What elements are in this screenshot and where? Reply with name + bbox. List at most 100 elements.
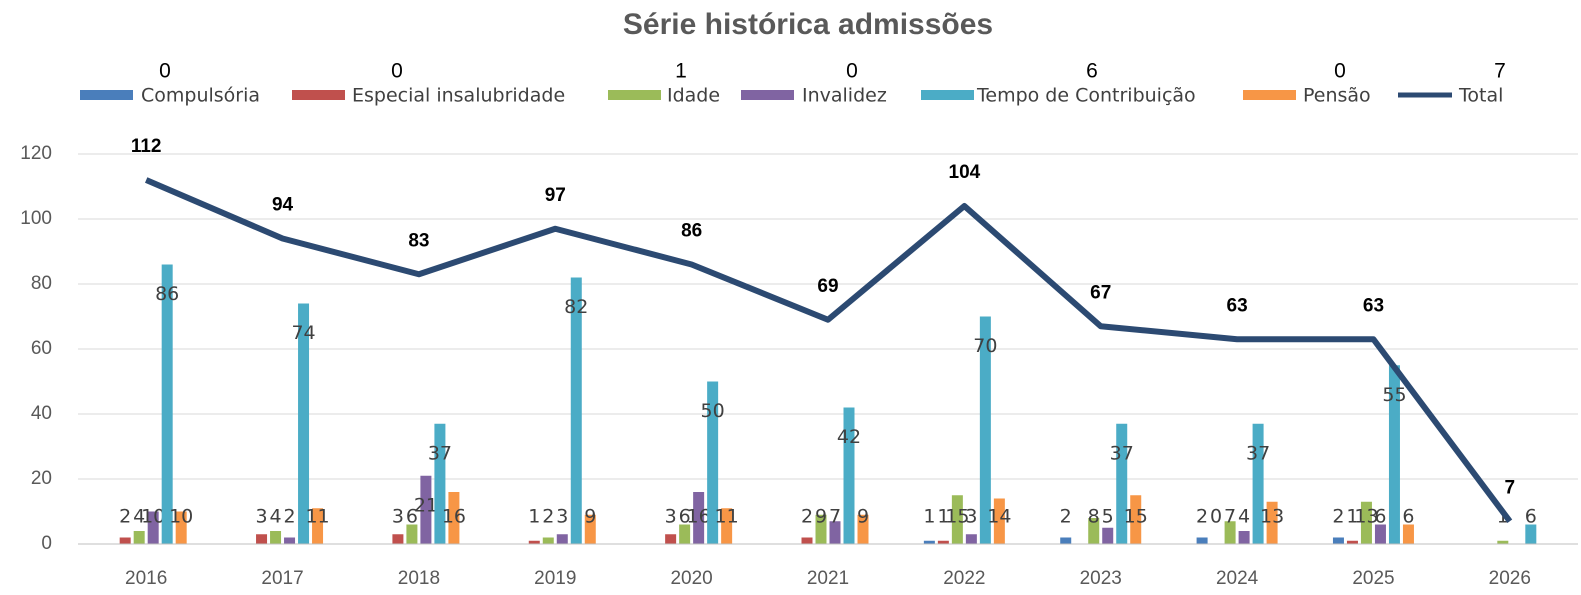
x-tick-label: 2022	[943, 568, 985, 589]
data-label: 8	[1088, 506, 1100, 528]
data-label: 1	[923, 506, 935, 528]
bar	[1360, 501, 1372, 544]
bar	[815, 514, 827, 544]
data-label: 6	[679, 506, 691, 528]
data-label: 6	[1374, 506, 1386, 528]
bar	[679, 524, 691, 544]
bar	[979, 316, 991, 544]
data-label: 82	[564, 296, 588, 318]
data-label: 3	[392, 506, 404, 528]
bar	[1088, 518, 1100, 544]
bar	[1102, 527, 1114, 544]
bar	[1238, 531, 1250, 544]
bar	[312, 508, 324, 544]
bar	[1224, 521, 1236, 544]
bar	[923, 540, 935, 544]
bar	[1130, 495, 1142, 544]
x-tick-label: 2023	[1080, 568, 1122, 589]
x-tick-label: 2025	[1352, 568, 1394, 589]
data-label: 37	[428, 442, 452, 464]
bar	[801, 537, 813, 544]
total-label: 86	[681, 221, 702, 242]
bar	[937, 540, 949, 544]
y-tick-label: 40	[31, 403, 52, 424]
data-label: 16	[687, 506, 711, 528]
legend-swatch	[80, 90, 133, 100]
data-label: 37	[1110, 442, 1134, 464]
bar	[528, 540, 540, 544]
legend-value: 0	[159, 60, 171, 83]
y-tick-label: 60	[31, 338, 52, 359]
legend-label: Compulsória	[141, 85, 260, 107]
data-label: 74	[291, 322, 315, 344]
data-label: 50	[701, 400, 725, 422]
bar	[392, 534, 404, 544]
data-label: 13	[1354, 506, 1378, 528]
x-tick-label: 2018	[398, 568, 440, 589]
y-tick-label: 100	[20, 208, 52, 229]
bar	[1196, 537, 1208, 544]
bar	[993, 498, 1005, 544]
x-tick-label: 2017	[261, 568, 303, 589]
data-label: 1	[937, 506, 949, 528]
bar	[542, 537, 554, 544]
data-label: 4	[133, 506, 145, 528]
total-label: 67	[1090, 282, 1111, 303]
x-tick-label: 2021	[807, 568, 849, 589]
legend-label: Tempo de Contribuição	[976, 85, 1196, 107]
data-label: 55	[1382, 384, 1406, 406]
data-label: 4	[269, 506, 281, 528]
bar	[406, 524, 418, 544]
data-label: 11	[715, 506, 739, 528]
bar	[270, 531, 282, 544]
total-label: 94	[272, 195, 294, 216]
legend-value: 0	[1334, 60, 1346, 83]
bar	[857, 514, 869, 544]
legend-swatch	[608, 90, 661, 100]
bar	[175, 511, 187, 544]
legend-swatch	[741, 90, 794, 100]
bar	[707, 381, 719, 544]
bar	[448, 492, 460, 544]
data-label: 3	[255, 506, 267, 528]
bar	[665, 534, 677, 544]
legend-swatch	[292, 90, 345, 100]
data-label: 1	[1346, 506, 1358, 528]
bar	[584, 514, 596, 544]
total-label: 69	[817, 276, 838, 297]
bar	[1266, 501, 1278, 544]
data-label: 11	[305, 506, 329, 528]
bar	[951, 495, 963, 544]
bar	[829, 521, 841, 544]
data-label: 2	[1196, 506, 1208, 528]
data-label: 21	[414, 494, 438, 516]
bar	[965, 534, 977, 544]
legend-label: Invalidez	[802, 85, 887, 107]
x-tick-label: 2016	[125, 568, 167, 589]
data-label: 9	[584, 506, 596, 528]
data-label: 3	[965, 506, 977, 528]
bar	[256, 534, 268, 544]
bar	[147, 511, 159, 544]
data-label: 2	[1060, 506, 1072, 528]
bar	[298, 303, 310, 544]
bar	[1388, 365, 1400, 544]
data-label: 2	[801, 506, 813, 528]
bar	[1374, 524, 1386, 544]
bar	[1402, 524, 1414, 544]
data-label: 15	[1124, 506, 1148, 528]
legend-label: Idade	[667, 85, 720, 107]
data-label: 9	[815, 506, 827, 528]
bar	[570, 277, 582, 544]
data-label: 0	[1210, 506, 1222, 528]
legend-label: Pensão	[1303, 85, 1371, 107]
data-label: 37	[1246, 442, 1270, 464]
data-label: 13	[1260, 506, 1284, 528]
data-label: 7	[1224, 506, 1236, 528]
data-label: 6	[1525, 506, 1537, 528]
legend-label: Total	[1458, 85, 1503, 107]
data-label: 86	[155, 283, 179, 305]
bar	[1060, 537, 1072, 544]
data-label: 14	[987, 506, 1011, 528]
total-label: 83	[408, 230, 429, 251]
